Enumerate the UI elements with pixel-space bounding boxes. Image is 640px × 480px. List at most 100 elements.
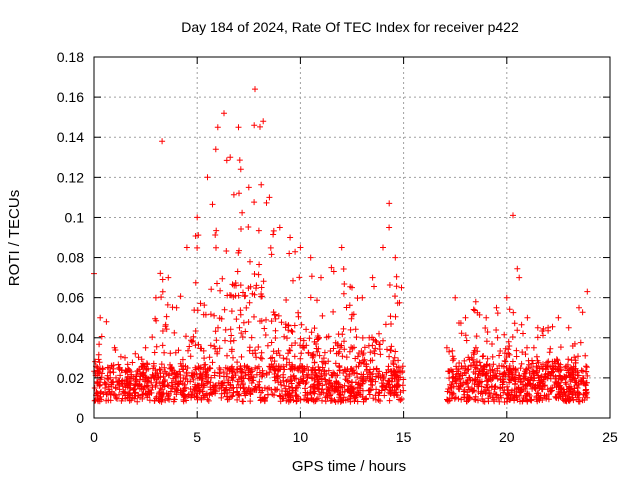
data-point	[278, 319, 285, 326]
data-point	[163, 326, 170, 333]
data-point	[270, 348, 277, 355]
data-point	[399, 363, 406, 370]
data-point	[483, 338, 490, 345]
data-point	[486, 376, 493, 382]
data-point	[240, 398, 247, 405]
data-point	[584, 288, 591, 295]
data-point	[255, 363, 262, 370]
data-point	[288, 342, 295, 349]
data-point	[260, 396, 266, 403]
data-point	[239, 334, 246, 340]
data-point	[549, 323, 556, 330]
data-point	[247, 398, 254, 405]
data-point	[539, 380, 546, 387]
data-point	[506, 365, 513, 372]
data-point	[221, 110, 227, 117]
data-point	[304, 374, 311, 381]
data-point	[516, 274, 523, 281]
data-point	[161, 364, 168, 371]
data-point	[263, 370, 270, 377]
data-point	[112, 385, 119, 392]
data-point	[323, 381, 330, 388]
data-point	[252, 387, 259, 393]
data-point	[192, 279, 199, 286]
data-point	[446, 348, 453, 355]
data-point	[275, 372, 282, 379]
data-point	[353, 334, 360, 341]
data-point	[287, 234, 294, 241]
data-point	[252, 86, 258, 93]
data-point	[582, 352, 589, 359]
data-point	[541, 373, 548, 379]
data-point	[92, 358, 99, 365]
data-point	[175, 347, 182, 354]
data-point	[266, 194, 273, 201]
grid-lines	[94, 57, 610, 418]
data-point	[130, 387, 137, 394]
data-point	[484, 329, 491, 335]
data-point	[204, 174, 211, 181]
data-point	[372, 337, 379, 344]
data-point	[185, 347, 191, 354]
data-point	[554, 357, 561, 364]
data-point	[292, 340, 299, 346]
data-point	[351, 393, 358, 399]
data-point	[361, 360, 367, 367]
data-point	[146, 397, 153, 404]
data-point	[489, 353, 496, 360]
data-point	[514, 265, 521, 272]
data-point	[571, 354, 578, 361]
data-point	[167, 350, 174, 357]
data-point	[237, 282, 244, 289]
data-point	[391, 354, 398, 361]
data-point	[266, 369, 273, 376]
data-point	[386, 353, 393, 360]
data-point	[566, 366, 573, 373]
data-point	[513, 347, 520, 354]
data-point	[379, 372, 386, 378]
data-point	[230, 354, 236, 361]
data-point	[207, 379, 214, 386]
data-point	[562, 392, 569, 399]
data-point	[399, 368, 406, 374]
data-point	[535, 390, 542, 396]
data-point	[453, 363, 460, 370]
data-point	[197, 300, 204, 307]
data-point	[456, 360, 463, 366]
data-point	[113, 394, 119, 401]
data-point	[126, 397, 133, 404]
data-point	[203, 378, 210, 385]
data-point	[257, 123, 263, 130]
data-point	[197, 374, 204, 381]
data-point	[240, 380, 246, 387]
data-point	[196, 382, 203, 389]
data-point	[346, 348, 353, 355]
data-point	[292, 364, 299, 371]
data-point	[449, 391, 456, 398]
plot-frame	[93, 56, 611, 419]
data-point	[139, 363, 146, 370]
data-point	[578, 378, 585, 385]
data-point	[159, 328, 166, 334]
data-point	[102, 380, 109, 387]
data-point	[583, 364, 590, 371]
data-point	[114, 395, 121, 402]
data-point	[192, 385, 199, 392]
data-point	[252, 364, 259, 371]
data-point	[228, 332, 235, 339]
data-point	[129, 359, 136, 366]
data-point	[472, 377, 479, 384]
data-point	[240, 289, 246, 296]
data-point	[241, 293, 248, 300]
data-point	[511, 376, 518, 382]
data-point	[449, 347, 456, 354]
data-point	[343, 368, 349, 375]
data-point	[291, 322, 298, 329]
data-point	[191, 386, 198, 393]
data-point	[354, 398, 361, 405]
data-point	[347, 366, 354, 372]
data-point	[297, 396, 304, 403]
data-point	[207, 342, 214, 349]
data-point	[132, 382, 139, 389]
data-point	[381, 392, 388, 399]
